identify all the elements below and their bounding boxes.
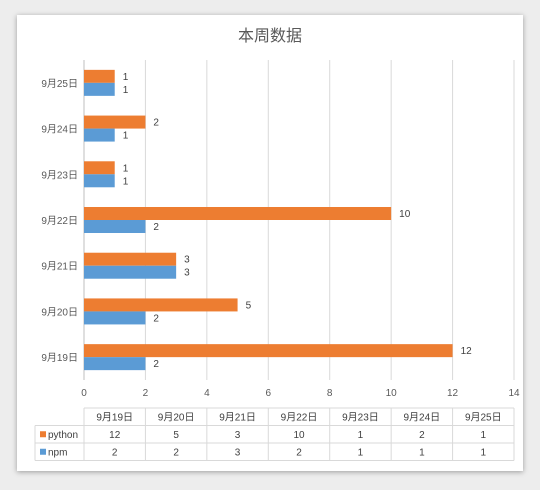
table-value-cell: 3 xyxy=(235,430,241,441)
data-label-python: 2 xyxy=(153,118,159,129)
x-tick-label: 10 xyxy=(386,388,398,399)
x-tick-label: 4 xyxy=(204,388,210,399)
table-value-cell: 1 xyxy=(358,430,364,441)
y-category-label: 9月22日 xyxy=(41,215,78,227)
bar-python xyxy=(84,69,115,83)
table-value-cell: 3 xyxy=(235,448,241,459)
table-value-cell: 2 xyxy=(173,448,179,459)
table-value-cell: 12 xyxy=(109,430,121,441)
bar-python xyxy=(84,298,238,312)
y-category-label: 9月19日 xyxy=(41,352,78,364)
table-value-cell: 1 xyxy=(481,448,487,459)
bar-npm xyxy=(84,220,146,233)
table-header-cell: 9月19日 xyxy=(96,412,133,424)
bar-npm xyxy=(84,265,177,279)
table-header-cell: 9月24日 xyxy=(404,412,441,424)
data-label-python: 10 xyxy=(399,209,411,220)
data-label-npm: 2 xyxy=(153,222,159,233)
bars-layer xyxy=(84,69,453,371)
labels-layer: 0 2 4 6 8 10 12 149月19日1229月20日529月21日339月22日10… xyxy=(41,72,520,399)
data-label-npm: 2 xyxy=(153,313,159,324)
table-value-cell: 2 xyxy=(112,448,118,459)
table-header-cell: 9月25日 xyxy=(465,412,502,424)
data-label-npm: 1 xyxy=(123,85,129,96)
chart-title: 本周数据 xyxy=(238,27,302,45)
table-value-cell: 1 xyxy=(481,430,487,441)
bar-npm xyxy=(84,128,115,142)
data-label-python: 3 xyxy=(184,255,190,266)
table-value-cell: 5 xyxy=(173,430,179,441)
x-tick-label: 0 xyxy=(81,388,87,399)
y-category-label: 9月23日 xyxy=(41,169,78,181)
bar-python xyxy=(84,161,115,175)
y-category-label: 9月21日 xyxy=(41,261,78,273)
x-tick-label: 14 xyxy=(508,388,520,399)
table-value-cell: 2 xyxy=(296,448,302,459)
data-label-npm: 3 xyxy=(184,268,190,279)
table-header-cell: 9月23日 xyxy=(342,412,379,424)
data-label-python: 1 xyxy=(123,72,129,83)
bar-python xyxy=(84,252,177,266)
legend-key-python xyxy=(40,431,46,438)
table-header-cell: 9月21日 xyxy=(219,412,256,424)
data-label-python: 5 xyxy=(246,300,252,311)
table-value-cell: 10 xyxy=(293,430,305,441)
table-value-cell: 1 xyxy=(358,448,364,459)
bar-python xyxy=(84,207,392,220)
legend-label-python: python xyxy=(48,430,78,441)
y-category-label: 9月25日 xyxy=(41,78,78,90)
x-tick-label: 12 xyxy=(447,388,459,399)
x-tick-label: 6 xyxy=(266,388,272,399)
bar-npm xyxy=(84,82,115,96)
table-value-cell: 1 xyxy=(419,448,425,459)
data-label-python: 1 xyxy=(123,163,129,174)
bar-npm xyxy=(84,357,146,371)
x-tick-label: 2 xyxy=(143,388,149,399)
y-category-label: 9月24日 xyxy=(41,124,78,136)
table-value-cell: 2 xyxy=(419,430,425,441)
data-table: 9月19日 9月20日 9月21日 9月22日 9月23日 9月24日 9月25日 pytho… xyxy=(34,407,515,461)
legend-key-npm xyxy=(40,448,46,455)
data-label-npm: 1 xyxy=(123,176,129,187)
y-category-label: 9月20日 xyxy=(41,306,78,318)
table-header-cell: 9月22日 xyxy=(281,412,318,424)
x-tick-label: 8 xyxy=(327,388,333,399)
bar-python xyxy=(84,115,146,129)
bar-python xyxy=(84,344,453,358)
table-header-cell: 9月20日 xyxy=(158,412,195,424)
data-label-python: 12 xyxy=(461,346,473,357)
bar-npm xyxy=(84,174,115,188)
bar-npm xyxy=(84,311,146,325)
data-label-npm: 2 xyxy=(153,359,159,370)
legend-label-npm: npm xyxy=(48,448,67,459)
data-label-npm: 1 xyxy=(123,131,129,142)
